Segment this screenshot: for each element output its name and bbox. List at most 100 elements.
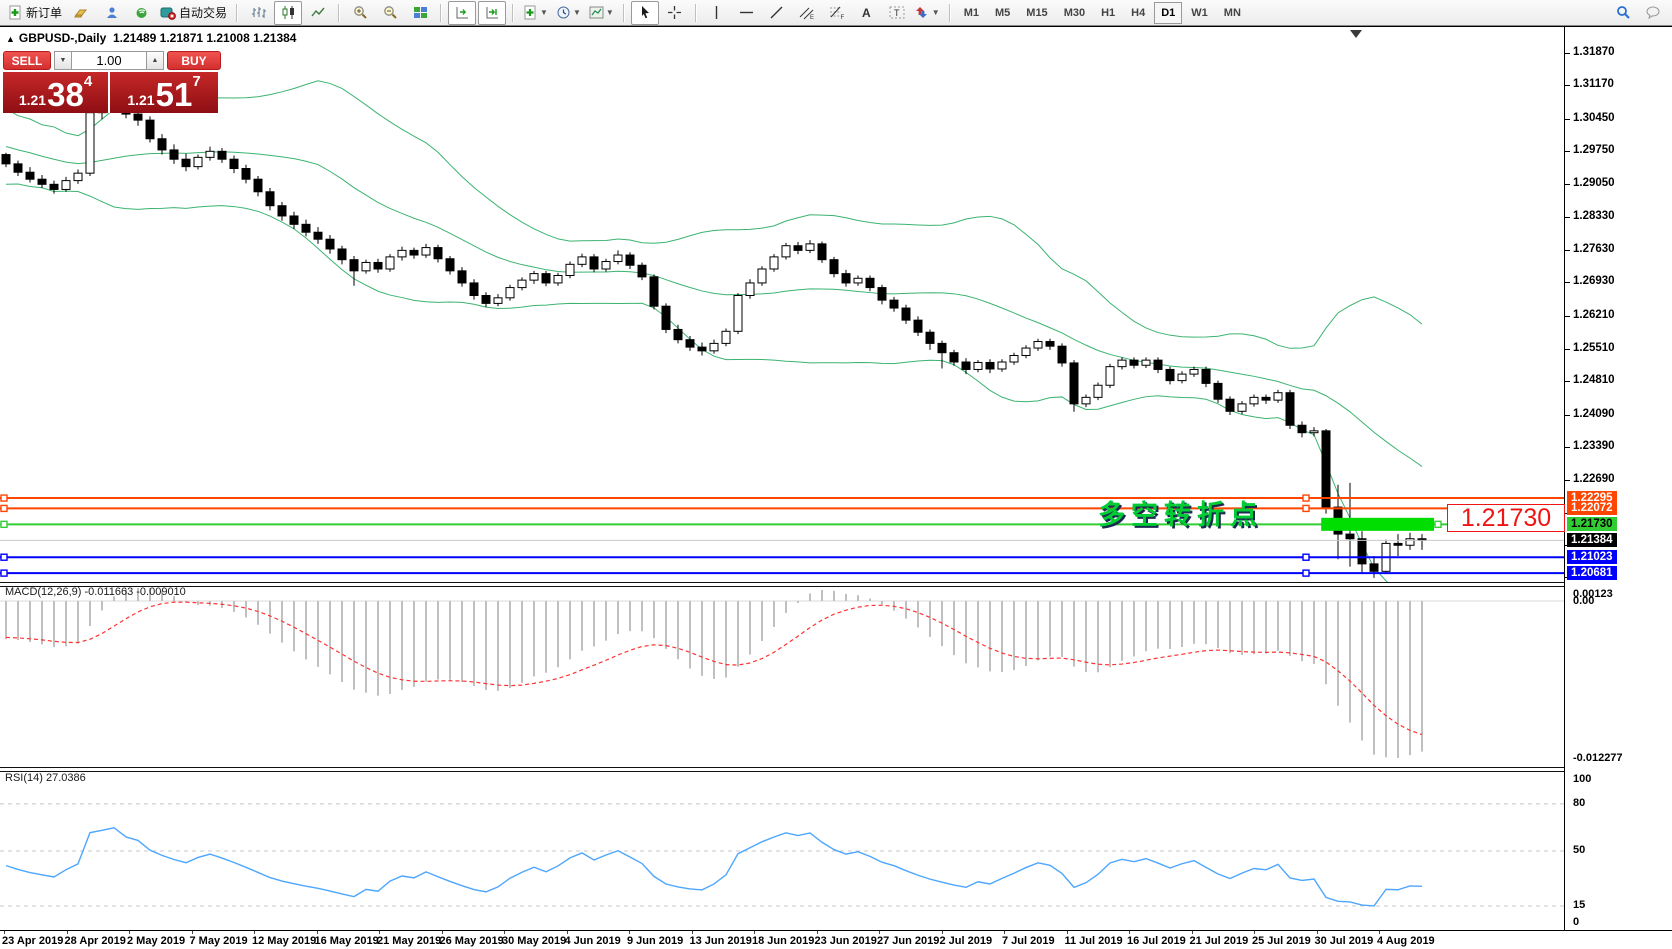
rsi-panel-splitter[interactable] bbox=[0, 767, 1564, 772]
timeframe-d1-button[interactable]: D1 bbox=[1154, 1, 1183, 24]
timeframe-mn-button[interactable]: MN bbox=[1223, 6, 1241, 19]
price-axis[interactable]: 1.31870 1.31170 1.30450 1.29750 1.29050 1.283… bbox=[1564, 27, 1672, 930]
collapse-arrow-icon[interactable]: ▲ bbox=[6, 34, 15, 44]
timeframe-h1-button[interactable]: H1 bbox=[1101, 6, 1116, 19]
price-tick-label: 1.24090 bbox=[1573, 407, 1615, 420]
candle-body bbox=[85, 112, 95, 174]
timeframe-m30-button[interactable]: M30 bbox=[1063, 6, 1086, 19]
line-handle[interactable] bbox=[0, 504, 8, 513]
line-handle[interactable] bbox=[0, 553, 8, 561]
price-callout-label[interactable]: 1.21730 bbox=[1447, 504, 1565, 532]
macd-panel-splitter[interactable] bbox=[0, 582, 1564, 587]
axis-tick-mark bbox=[1565, 315, 1570, 317]
candle-body bbox=[745, 282, 755, 296]
indicator-axis-label: 15 bbox=[1573, 898, 1586, 911]
chart-line-icon[interactable] bbox=[304, 1, 332, 25]
line-handle[interactable] bbox=[1302, 494, 1310, 502]
volume-decrease-button[interactable]: ▼ bbox=[54, 51, 72, 70]
templates-caret-icon[interactable]: ▼ bbox=[605, 8, 614, 17]
search-icon[interactable] bbox=[1609, 1, 1637, 25]
line-handle[interactable] bbox=[1302, 553, 1310, 561]
line-handle[interactable] bbox=[0, 569, 8, 577]
auto-scroll-icon[interactable] bbox=[448, 0, 477, 25]
price-tick-label: 1.29750 bbox=[1573, 144, 1615, 157]
horizontal-line-icon[interactable] bbox=[733, 1, 761, 25]
candle-body bbox=[49, 183, 59, 190]
volume-field[interactable]: 1.00 bbox=[72, 51, 146, 70]
crosshair-icon[interactable] bbox=[661, 1, 689, 25]
price-chart-canvas[interactable] bbox=[0, 27, 1564, 930]
zoom-in-icon[interactable] bbox=[346, 1, 374, 25]
channel-icon[interactable]: E bbox=[793, 1, 821, 25]
price-tick-label: 1.25510 bbox=[1573, 341, 1615, 354]
chart-shift-marker-icon[interactable] bbox=[1350, 30, 1362, 38]
indicators-caret-icon[interactable]: ▼ bbox=[540, 8, 548, 17]
timeframe-m1-button[interactable]: M1 bbox=[963, 6, 979, 19]
svg-text:E: E bbox=[810, 15, 814, 20]
candle-body bbox=[493, 297, 503, 304]
line-handle[interactable] bbox=[0, 520, 8, 529]
candle-body bbox=[829, 259, 839, 275]
indicators-icon[interactable]: ▼ bbox=[520, 1, 551, 25]
autotrading-icon[interactable]: 自动交易 bbox=[157, 1, 230, 25]
timeframe-m15-button[interactable]: M15 bbox=[1026, 6, 1048, 19]
date-axis[interactable]: 23 Apr 2019 28 Apr 2019 2 May 2019 7 May 20… bbox=[0, 930, 1672, 949]
text-label-icon[interactable]: T bbox=[883, 1, 911, 25]
toolbar-separator bbox=[622, 3, 625, 22]
chat-icon[interactable] bbox=[1639, 1, 1667, 25]
timeframe-w1-button[interactable]: W1 bbox=[1191, 6, 1208, 19]
arrows-icon[interactable]: ▼ bbox=[913, 1, 943, 25]
date-label: 18 Jun 2019 bbox=[752, 935, 815, 947]
candle-body bbox=[589, 256, 599, 270]
sell-price-display[interactable]: 1.21 38 4 bbox=[3, 72, 110, 113]
date-label: 23 Jun 2019 bbox=[814, 935, 877, 947]
date-tick-mark bbox=[754, 931, 755, 934]
new-order-icon[interactable]: 新订单 bbox=[5, 1, 65, 25]
candle-body bbox=[1297, 424, 1307, 434]
chart-bars-icon[interactable] bbox=[244, 1, 272, 25]
fibonacci-icon[interactable]: F bbox=[823, 1, 851, 25]
market-icon[interactable] bbox=[97, 1, 125, 25]
candle-body bbox=[313, 231, 323, 240]
periods-icon[interactable]: ▼ bbox=[553, 1, 584, 25]
line-handle[interactable] bbox=[1302, 569, 1310, 577]
candle-body bbox=[1405, 538, 1415, 546]
candle-body bbox=[1369, 563, 1379, 572]
line-handle[interactable] bbox=[0, 494, 8, 502]
zoom-out-icon[interactable] bbox=[376, 1, 404, 25]
sell-button[interactable]: SELL bbox=[3, 51, 51, 70]
date-tick-mark bbox=[379, 931, 380, 934]
chart-shift-icon[interactable] bbox=[478, 0, 507, 25]
price-tick-label: 1.28330 bbox=[1573, 210, 1615, 223]
volume-increase-button[interactable]: ▲ bbox=[146, 51, 164, 70]
candle-body bbox=[241, 168, 251, 180]
candle-body bbox=[733, 294, 743, 332]
highlight-rectangle[interactable] bbox=[1321, 517, 1434, 531]
candle-body bbox=[697, 346, 707, 352]
metaeditor-icon[interactable] bbox=[67, 1, 95, 25]
trendline-icon[interactable] bbox=[763, 1, 791, 25]
date-tick-mark bbox=[316, 931, 318, 934]
periods-caret-icon[interactable]: ▼ bbox=[572, 8, 581, 17]
date-tick-mark bbox=[941, 931, 943, 934]
timeframe-m5-button[interactable]: M5 bbox=[995, 6, 1011, 19]
text-icon[interactable]: A bbox=[853, 1, 881, 25]
timeframe-h4-button[interactable]: H4 bbox=[1131, 6, 1146, 19]
vertical-line-icon[interactable] bbox=[703, 1, 731, 25]
templates-icon[interactable]: ▼ bbox=[586, 1, 617, 25]
bull-bear-turning-point-annotation[interactable]: 多空转折点 bbox=[1098, 500, 1263, 530]
line-handle[interactable] bbox=[1434, 520, 1442, 529]
buy-price-pip: 7 bbox=[192, 73, 201, 90]
candle-body bbox=[541, 273, 551, 284]
tile-windows-icon[interactable] bbox=[406, 1, 434, 25]
buy-price-display[interactable]: 1.21 51 7 bbox=[110, 72, 218, 113]
new-order-label: 新订单 bbox=[26, 6, 63, 20]
candle-body bbox=[73, 172, 83, 182]
buy-button[interactable]: BUY bbox=[167, 51, 221, 70]
chart-window[interactable]: ▲ GBPUSD-,Daily 1.21489 1.21871 1.21008 1… bbox=[0, 26, 1672, 949]
chart-candles-icon[interactable] bbox=[274, 0, 303, 25]
arrows-caret-icon[interactable]: ▼ bbox=[931, 8, 940, 17]
line-handle[interactable] bbox=[1302, 504, 1310, 513]
signals-icon[interactable] bbox=[127, 1, 155, 25]
cursor-icon[interactable] bbox=[630, 0, 659, 25]
